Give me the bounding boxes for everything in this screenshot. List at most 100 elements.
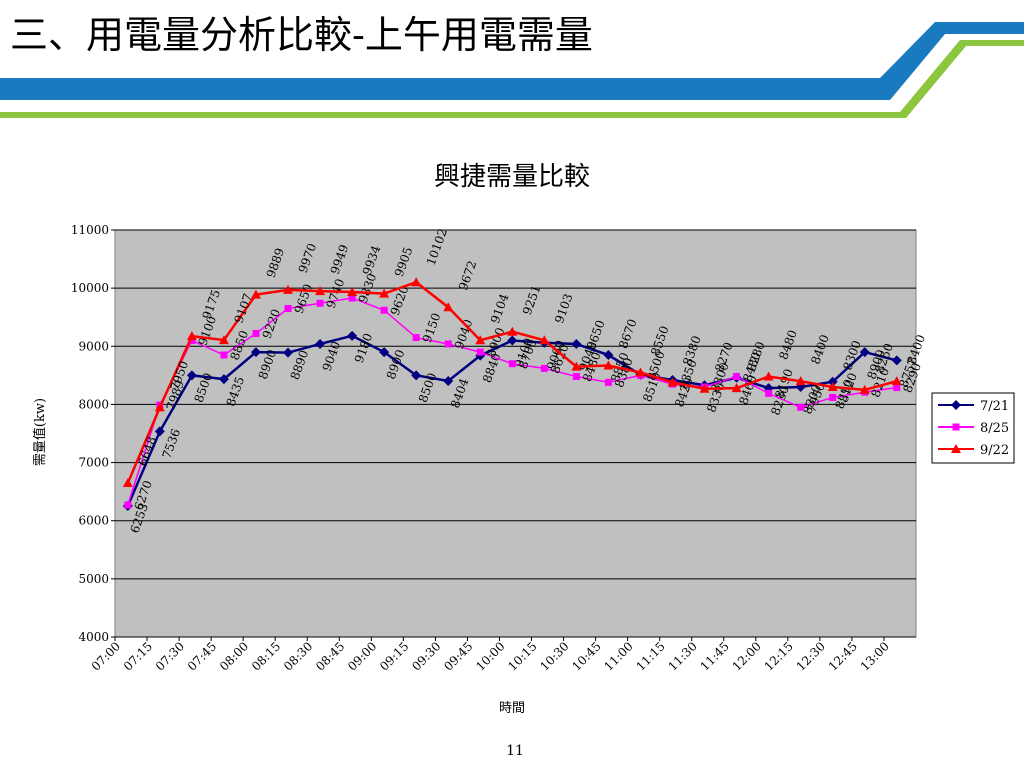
data-point [795,376,806,386]
data-point [411,277,422,287]
data-point [379,288,390,298]
data-point [952,423,960,431]
data-point [827,376,838,387]
data-point [315,338,326,349]
page-number: 11 [506,743,524,759]
data-point [507,326,518,336]
x-tick-label: 11:30 [665,639,699,673]
data-point [250,289,261,299]
data-point [186,331,197,341]
data-point [797,403,805,411]
data-point [443,375,454,386]
x-tick-label: 08:15 [249,639,283,673]
data-point [476,348,484,356]
data-point [507,335,518,346]
x-tick-label: 11:45 [698,639,732,673]
data-point [475,335,486,345]
x-tick-label: 07:15 [121,639,155,673]
data-point [951,444,961,453]
data-point [411,370,422,381]
data-point [765,389,773,397]
data-point [951,400,961,410]
chart-title: 興捷需量比較 [434,162,590,192]
data-point [667,377,678,387]
slide-title: 三、用電量分析比較-上午用電需量 [10,13,593,57]
data-point [283,284,294,294]
data-point [891,376,902,386]
data-point [218,335,229,345]
data-point [347,286,358,296]
y-tick-label: 11000 [71,223,109,237]
data-point [316,299,324,307]
data-point [154,426,165,437]
data-point [603,360,614,370]
data-point [250,347,261,358]
data-point [283,347,294,358]
plot-area [114,229,917,638]
x-tick-label: 07:00 [89,639,123,673]
x-tick-label: 12:15 [762,639,796,673]
y-tick-label: 10000 [71,281,109,295]
x-tick-label: 09:45 [441,639,475,673]
x-tick-label: 10:45 [569,639,603,673]
x-tick-label: 11:15 [633,639,667,673]
blue-stripe [0,22,1024,100]
data-point [733,373,741,381]
data-point [154,402,165,412]
data-point [284,304,292,312]
legend-label: 8/25 [980,421,1009,436]
x-tick-label: 09:30 [409,639,443,673]
data-point [571,338,582,349]
data-point [859,347,870,358]
x-tick-label: 11:00 [601,639,635,673]
data-point [379,347,390,358]
y-tick-label: 7000 [78,456,109,470]
data-point [218,374,229,385]
x-tick-label: 12:00 [730,639,764,673]
x-tick-label: 13:00 [858,639,892,673]
data-point [571,361,582,371]
data-point [604,378,612,386]
data-point [412,334,420,342]
data-point [859,384,870,394]
x-tick-label: 09:00 [345,639,379,673]
data-point [315,286,326,296]
data-point [763,371,774,381]
data-point [186,370,197,381]
data-point [699,383,710,393]
legend-label: 9/22 [980,443,1009,458]
data-point [539,335,550,345]
x-tick-label: 12:30 [794,639,828,673]
y-tick-label: 9000 [78,339,109,353]
data-point [731,383,742,393]
legend-label: 7/21 [980,399,1009,414]
data-point [603,350,614,361]
data-point [444,340,452,348]
data-point [380,306,388,314]
x-axis-label: 時間 [499,701,525,716]
x-tick-label: 08:30 [281,639,315,673]
data-point [124,501,132,509]
x-tick-label: 08:45 [313,639,347,673]
data-point [220,351,228,359]
data-point [122,478,133,488]
data-point [829,393,837,401]
y-tick-label: 8000 [78,397,109,411]
y-axis-label: 需量值(kw) [32,398,48,466]
data-point [540,364,548,372]
data-point [893,384,901,392]
data-point [443,302,454,312]
data-point [635,367,646,377]
data-point [572,373,580,381]
data-point [188,336,196,344]
data-point [508,360,516,368]
x-tick-label: 09:15 [377,639,411,673]
y-tick-label: 4000 [78,630,109,644]
y-tick-label: 6000 [78,514,109,528]
x-tick-label: 10:00 [473,639,507,673]
data-point [827,381,838,391]
data-point [348,294,356,302]
data-point [891,355,902,366]
